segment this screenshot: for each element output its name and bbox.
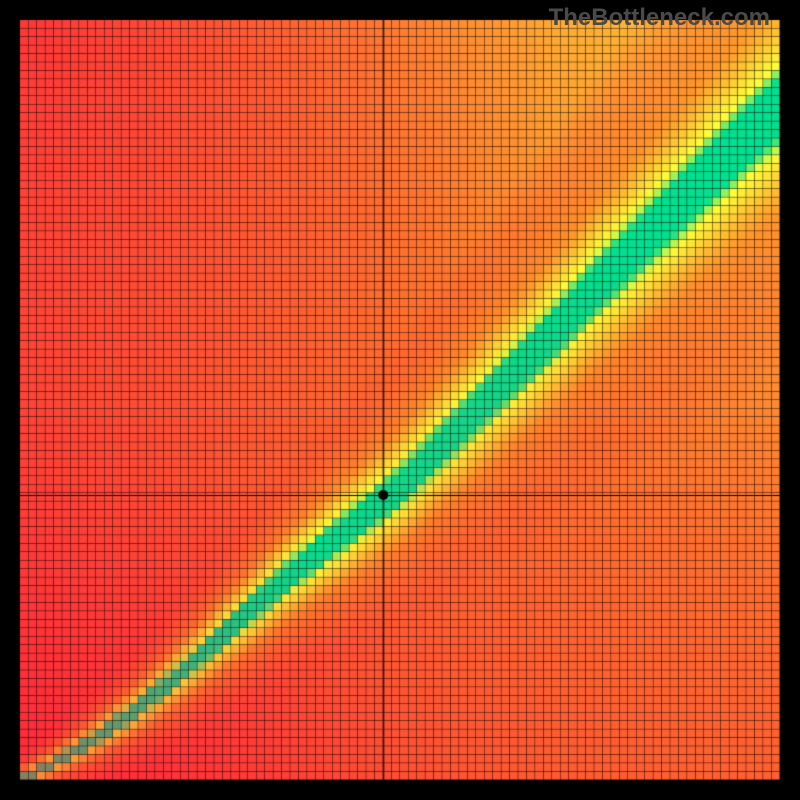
chart-root: TheBottleneck.com	[0, 0, 800, 800]
watermark-text: TheBottleneck.com	[549, 4, 770, 32]
bottleneck-heatmap	[0, 0, 800, 800]
